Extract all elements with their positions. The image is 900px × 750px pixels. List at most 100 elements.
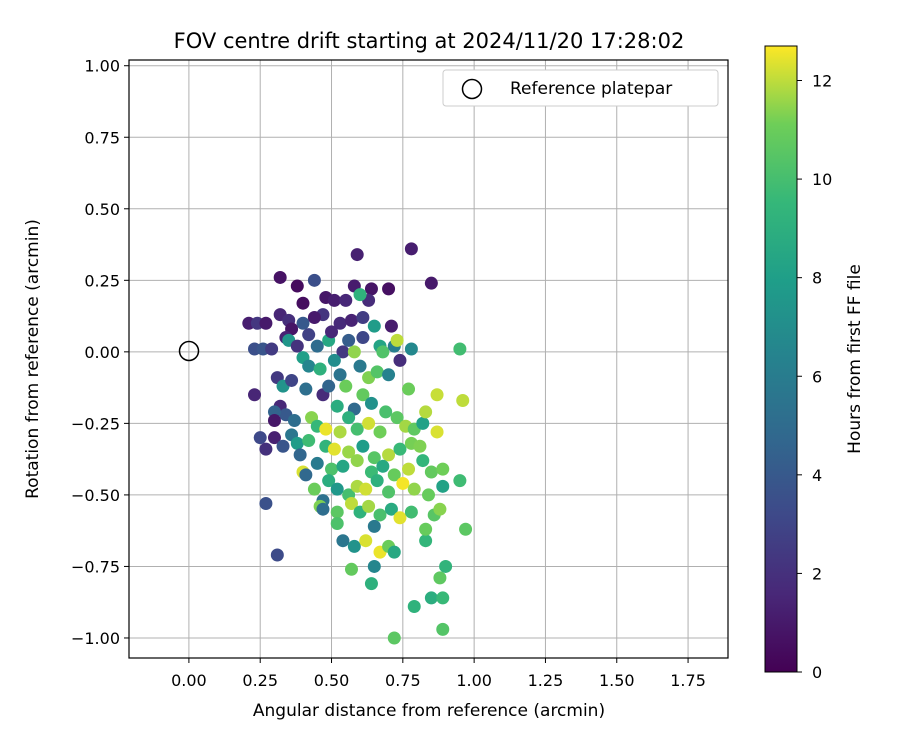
data-points (242, 242, 473, 645)
data-point (456, 393, 470, 407)
data-point (382, 368, 396, 382)
data-point (350, 248, 364, 262)
data-point (296, 316, 310, 330)
y-tick-label: 0.00 (84, 343, 120, 362)
y-tick-label: 0.25 (84, 271, 120, 290)
data-point (253, 431, 267, 445)
data-point (376, 459, 390, 473)
data-point (302, 434, 316, 448)
data-point (370, 365, 384, 379)
data-point (325, 325, 339, 339)
data-point (382, 448, 396, 462)
data-point (267, 414, 281, 428)
data-point (367, 559, 381, 573)
x-tick-label: 1.00 (456, 671, 492, 690)
data-point (302, 359, 316, 373)
data-point (436, 479, 450, 493)
data-point (342, 333, 356, 347)
data-point (259, 316, 273, 330)
data-point (270, 548, 284, 562)
data-point (316, 502, 330, 516)
data-point (362, 499, 376, 513)
data-point (290, 279, 304, 293)
data-point (416, 416, 430, 430)
data-point (350, 454, 364, 468)
data-point (353, 359, 367, 373)
data-point (350, 422, 364, 436)
x-tick-label: 0.25 (242, 671, 278, 690)
data-point (422, 488, 435, 502)
data-point (393, 442, 407, 456)
data-point (313, 362, 327, 376)
y-axis-label: Rotation from reference (arcmin) (23, 219, 43, 499)
data-point (310, 456, 324, 470)
data-point (419, 405, 433, 419)
data-point (327, 442, 341, 456)
data-point (424, 465, 438, 479)
colorbar-tick-label: 8 (812, 269, 822, 288)
data-point (285, 373, 299, 387)
data-point (359, 534, 373, 548)
data-point (302, 328, 316, 342)
data-point (356, 331, 370, 345)
data-point (453, 342, 467, 356)
data-point (402, 462, 416, 476)
data-point (364, 282, 378, 296)
data-point (330, 482, 344, 496)
data-point (407, 599, 421, 613)
data-point (387, 631, 401, 645)
x-tick-label: 0.50 (314, 671, 350, 690)
colorbar: 0 2 4 6 8 10 12 Hours from first FF file (764, 45, 865, 682)
data-point (273, 270, 287, 284)
data-point (439, 559, 453, 573)
data-point (436, 622, 450, 636)
data-point (307, 482, 321, 496)
data-point (367, 519, 381, 533)
y-tick-label: −1.00 (71, 629, 120, 648)
data-point (290, 339, 304, 353)
data-point (344, 562, 358, 576)
data-point (370, 474, 384, 488)
data-point (433, 502, 447, 516)
colorbar-tick-label: 12 (812, 72, 832, 91)
data-point (382, 282, 396, 296)
data-point (430, 388, 444, 402)
data-point (333, 316, 347, 330)
data-point (287, 414, 301, 428)
legend-reference-label: Reference platepar (510, 79, 672, 99)
data-point (424, 276, 438, 290)
data-point (307, 273, 321, 287)
data-point (322, 379, 336, 393)
colorbar-ticks: 0 2 4 6 8 10 12 (797, 72, 832, 682)
data-point (419, 534, 433, 548)
reference-platepar-marker (178, 340, 200, 362)
data-point (430, 425, 444, 439)
data-point (387, 545, 401, 559)
data-point (362, 416, 376, 430)
data-point (330, 505, 344, 519)
data-point (347, 539, 361, 553)
data-point (336, 534, 350, 548)
data-point (424, 591, 438, 605)
data-point (364, 577, 378, 591)
data-point (276, 439, 290, 453)
data-point (453, 474, 467, 488)
data-point (390, 411, 404, 425)
data-point (396, 476, 410, 490)
legend-box (442, 69, 719, 107)
data-point (356, 439, 370, 453)
colorbar-gradient (764, 45, 798, 673)
x-axis-label: Angular distance from reference (arcmin) (253, 701, 605, 721)
data-point (319, 422, 333, 436)
data-point (413, 439, 427, 453)
legend: Reference platepar (442, 69, 719, 107)
colorbar-tick-label: 0 (812, 663, 822, 682)
y-axis-ticks: −1.00 −0.75 −0.50 −0.25 0.00 0.25 0.50 0.75 1.00 (71, 57, 129, 648)
data-point (393, 353, 407, 367)
data-point (327, 353, 341, 367)
data-point (356, 311, 370, 325)
y-tick-label: 0.75 (84, 128, 120, 147)
data-point (347, 345, 361, 359)
data-point (293, 448, 307, 462)
